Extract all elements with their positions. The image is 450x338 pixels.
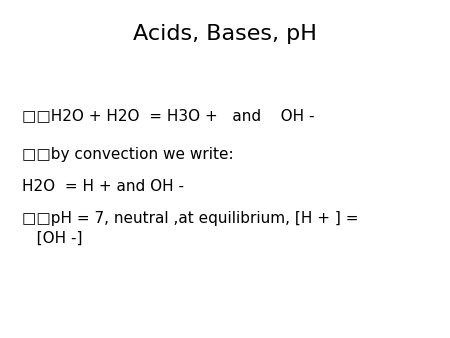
Text: H2O  = H + and OH -: H2O = H + and OH - (22, 179, 184, 194)
Text: □□H2O + H2O  = H3O +   and    OH -: □□H2O + H2O = H3O + and OH - (22, 108, 315, 123)
Text: □□by convection we write:: □□by convection we write: (22, 147, 234, 162)
Text: □□pH = 7, neutral ,at equilibrium, [H + ] =
   [OH -]: □□pH = 7, neutral ,at equilibrium, [H + … (22, 211, 359, 246)
Text: Acids, Bases, pH: Acids, Bases, pH (133, 24, 317, 44)
